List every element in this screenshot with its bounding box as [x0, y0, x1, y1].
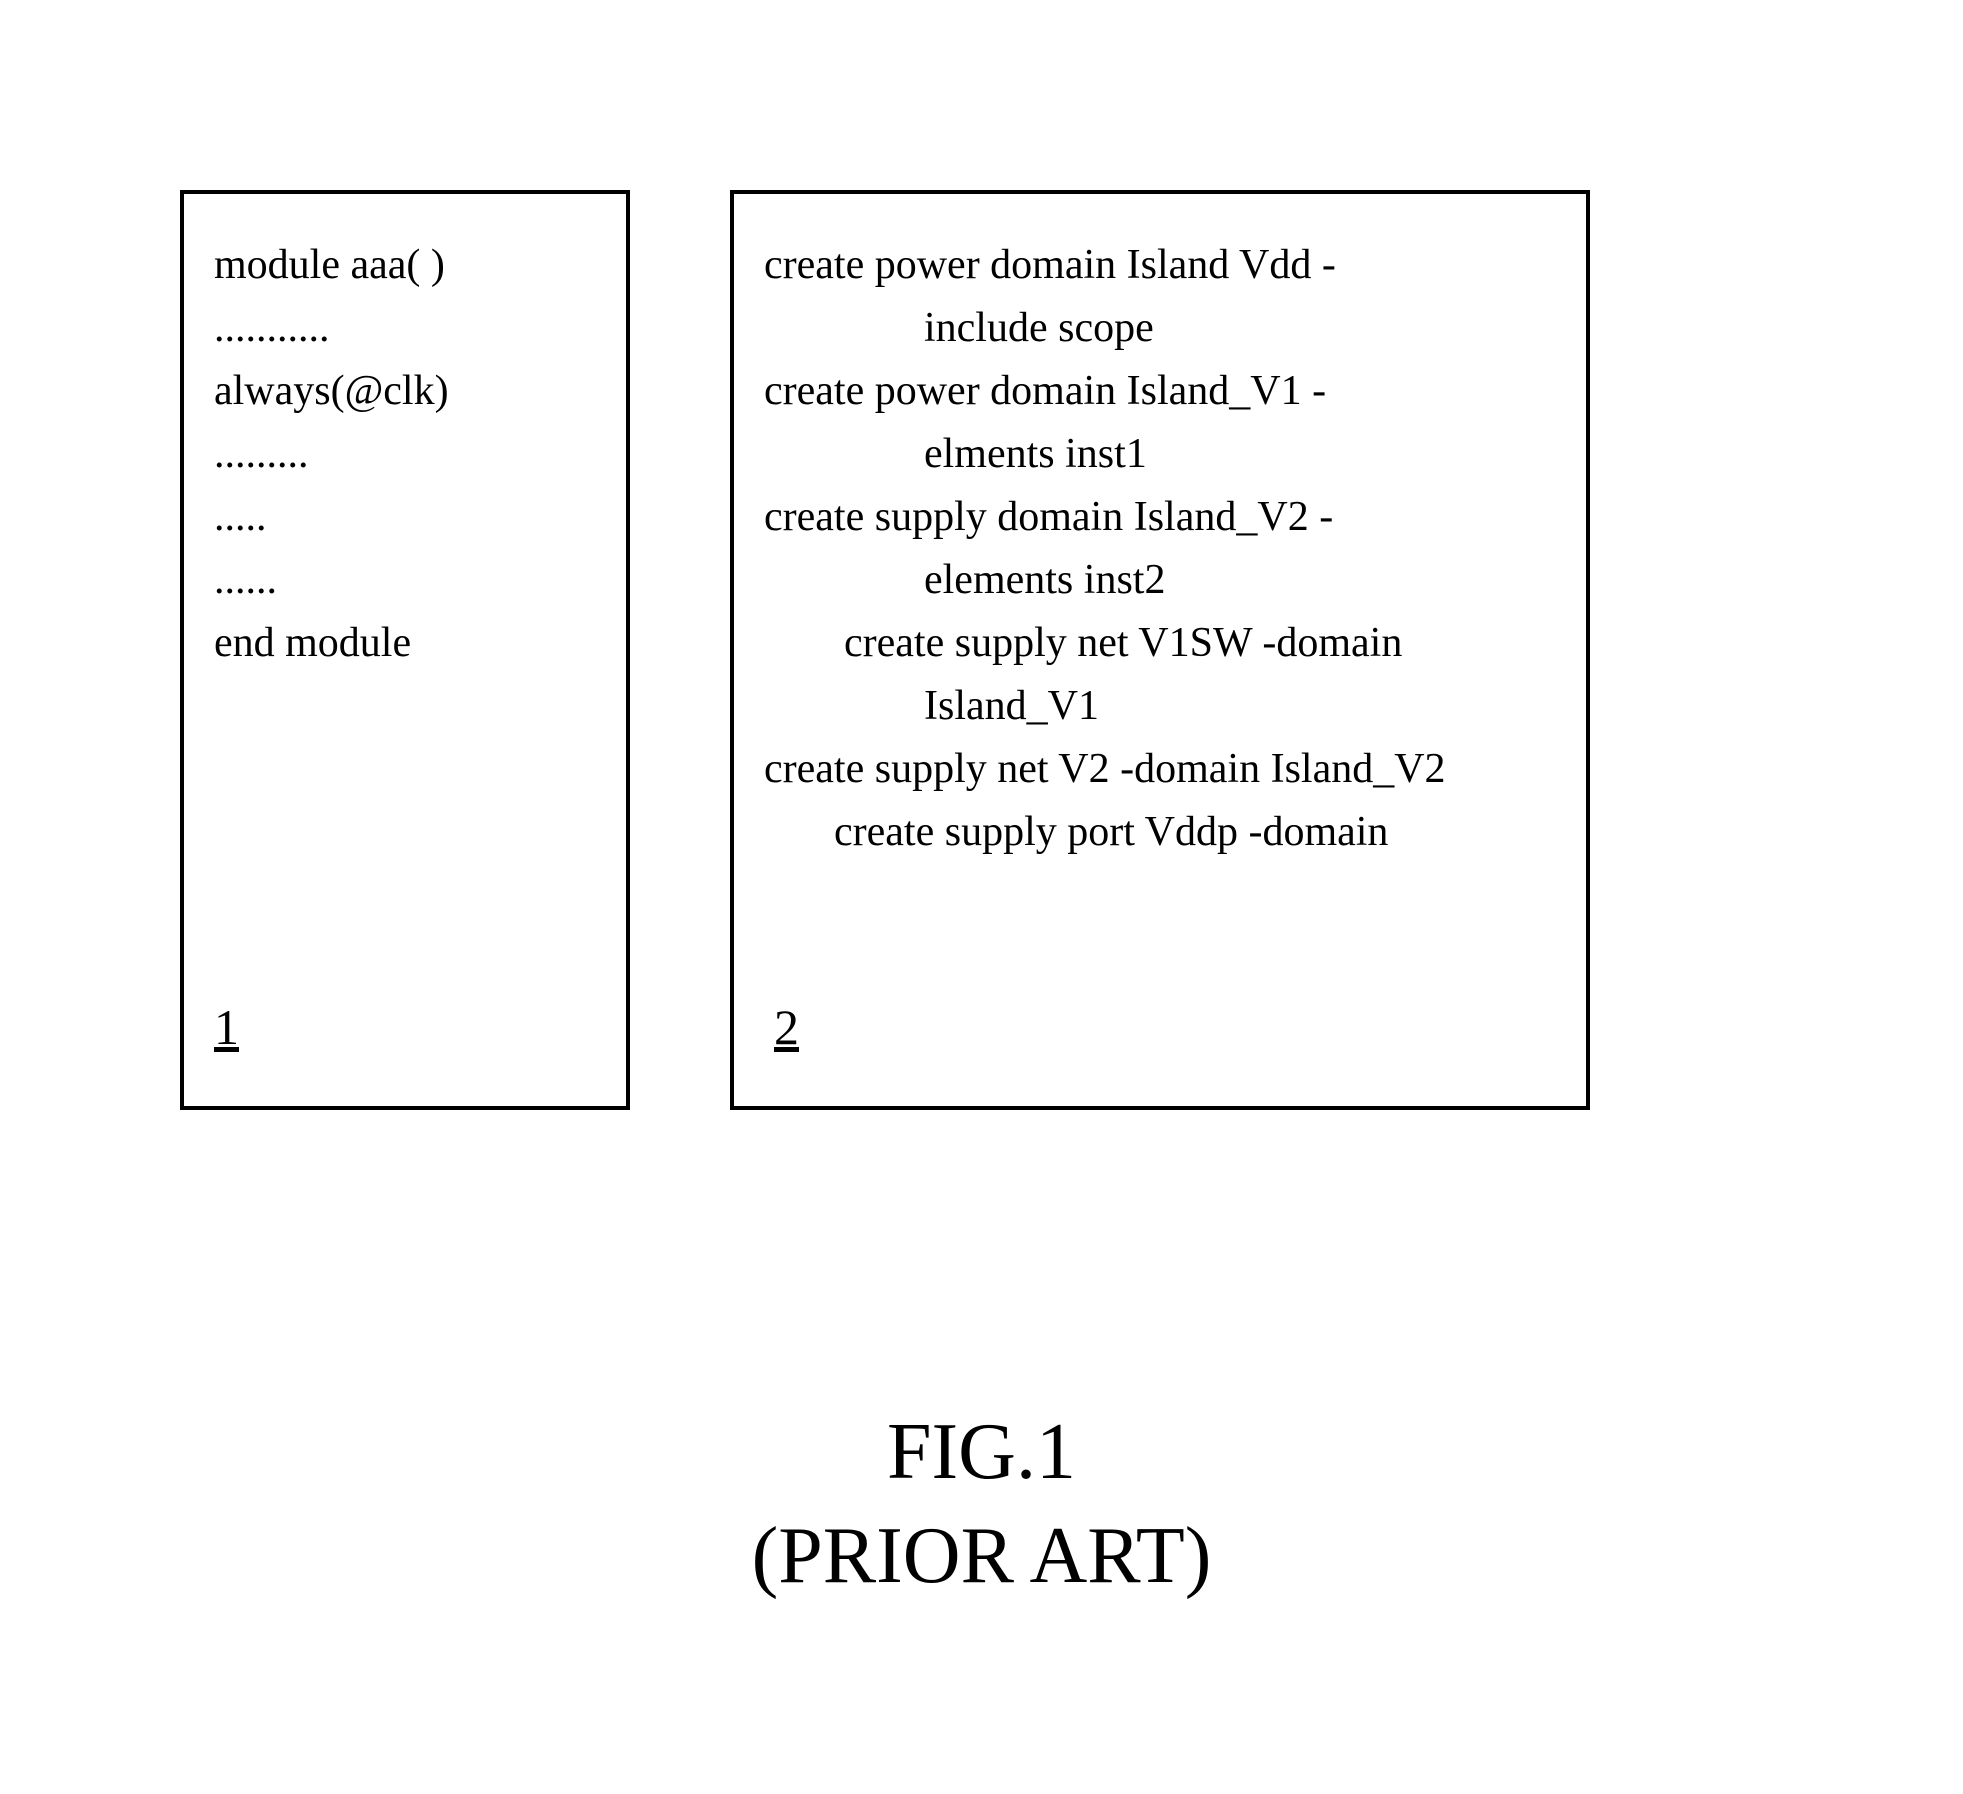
code-box-2: create power domain Island Vdd - include… [730, 190, 1590, 1110]
box2-line-0: create power domain Island Vdd - [764, 234, 1556, 297]
box1-line-0: module aaa( ) [214, 234, 596, 297]
box1-line-4: ..... [214, 486, 596, 549]
box2-line-7: Island_V1 [764, 675, 1556, 738]
box2-line-9: create supply port Vddp -domain [764, 801, 1556, 864]
box2-number: 2 [774, 998, 799, 1056]
box1-line-1: ........... [214, 297, 596, 360]
box1-number: 1 [214, 998, 239, 1056]
box2-line-4: create supply domain Island_V2 - [764, 486, 1556, 549]
box1-line-5: ...... [214, 549, 596, 612]
figure-caption: FIG.1 (PRIOR ART) [0, 1400, 1963, 1608]
box1-line-6: end module [214, 612, 596, 675]
caption-line-1: FIG.1 [0, 1400, 1963, 1504]
diagram-container: module aaa( ) ........... always(@clk) .… [180, 190, 1590, 1110]
box2-line-5: elements inst2 [764, 549, 1556, 612]
box2-line-2: create power domain Island_V1 - [764, 360, 1556, 423]
box1-line-3: ......... [214, 423, 596, 486]
box2-line-6: create supply net V1SW -domain [764, 612, 1556, 675]
box2-line-3: elments inst1 [764, 423, 1556, 486]
code-box-1: module aaa( ) ........... always(@clk) .… [180, 190, 630, 1110]
box2-line-8: create supply net V2 -domain Island_V2 [764, 738, 1556, 801]
caption-line-2: (PRIOR ART) [0, 1504, 1963, 1608]
box2-line-1: include scope [764, 297, 1556, 360]
box1-line-2: always(@clk) [214, 360, 596, 423]
